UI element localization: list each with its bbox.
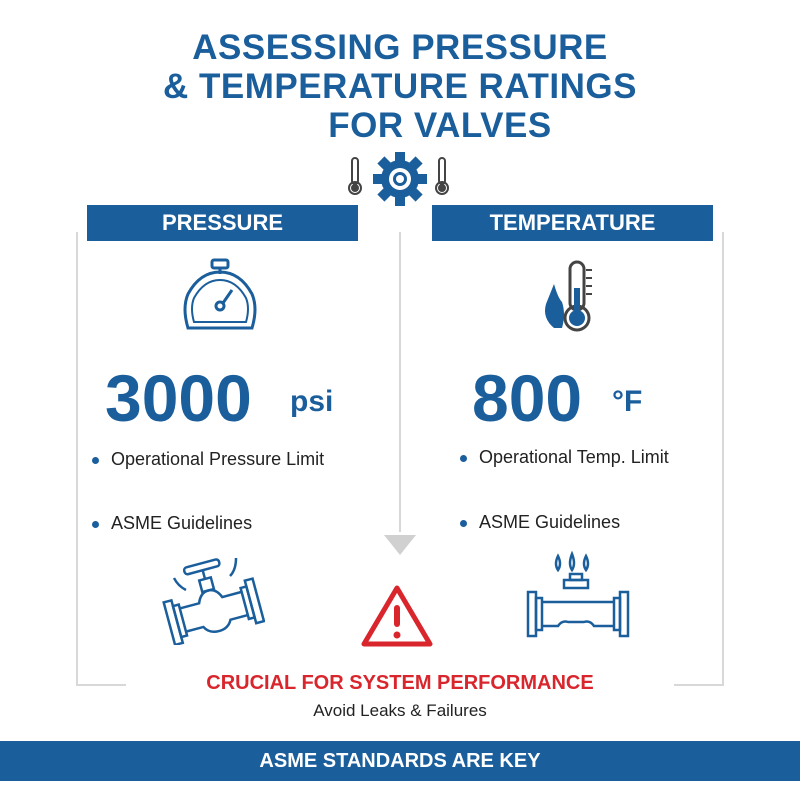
bullet-dot [92,520,99,528]
temperature-header: TEMPERATURE [432,205,713,241]
bullet-item: ASME Guidelines [460,512,620,533]
bullet-item: ASME Guidelines [92,513,252,534]
gear-icon [373,152,427,206]
title-line: & TEMPERATURE RATINGS [163,67,637,106]
callout-subtext: Avoid Leaks & Failures [313,701,487,720]
frame-line [76,684,126,686]
hot-valve-icon [526,550,630,638]
thermometer-icon [435,157,449,195]
bullet-item: Operational Pressure Limit [92,449,324,470]
bullet-text: Operational Pressure Limit [111,449,325,469]
pressure-unit: psi [290,385,334,418]
pressure-header: PRESSURE [87,205,358,241]
page-title: ASSESSING PRESSURE & TEMPERATURE RATINGS… [0,28,800,145]
bullet-item: Operational Temp. Limit [460,447,669,468]
bullet-text: Operational Temp. Limit [479,447,669,467]
pressure-gauge-icon [183,258,257,330]
frame-line [674,684,724,686]
warning-icon [361,585,433,647]
flame-thermometer-icon [545,260,592,332]
thermometer-icon [348,157,362,195]
temperature-value: 800 [472,361,583,435]
frame-line [76,232,78,686]
bullet-dot [460,519,467,527]
temperature-unit: °F [612,385,643,418]
bullet-dot [92,456,99,464]
bullet-dot [460,454,467,462]
divider-line [399,232,401,532]
title-line: FOR VALVES [328,106,552,145]
header-icons [348,152,449,206]
pressure-value: 3000 [105,361,252,435]
down-arrow-icon [384,535,416,555]
callout-headline: CRUCIAL FOR SYSTEM PERFORMANCE [206,672,594,694]
frame-line [722,232,724,686]
bullet-text: ASME Guidelines [111,513,253,533]
bullet-text: ASME Guidelines [479,512,621,532]
title-line: ASSESSING PRESSURE [192,28,608,67]
valve-icon [162,557,265,645]
footer-banner: ASME STANDARDS ARE KEY [0,741,800,781]
